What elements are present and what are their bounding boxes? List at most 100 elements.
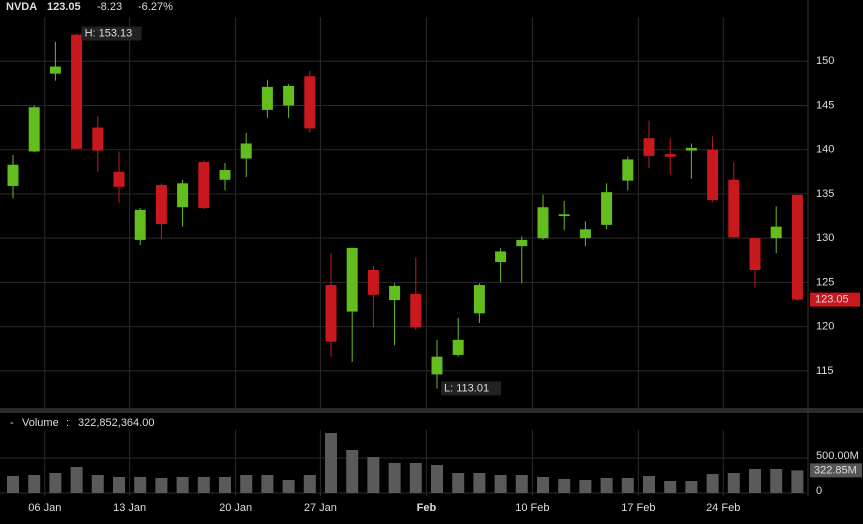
volume-bar (197, 476, 210, 493)
volume-bar (515, 475, 528, 493)
candle-body (134, 209, 146, 240)
candle-body (622, 159, 634, 181)
volume-bar (600, 478, 613, 493)
volume-bar (346, 449, 359, 493)
volume-bar (113, 476, 125, 493)
candle-body (219, 170, 231, 180)
candle-body (410, 293, 422, 328)
volume-bar (770, 468, 783, 493)
x-tick-label: 13 Jan (113, 502, 146, 514)
v-tick-label: 0 (816, 485, 822, 497)
candle-body (177, 183, 189, 208)
candle-body (579, 229, 591, 239)
volume-bar (664, 481, 677, 493)
v-tick-label: 500.00M (816, 450, 859, 462)
volume-bar (325, 432, 337, 493)
low-tag: L: 113.01 (444, 382, 489, 394)
candle-body (304, 76, 316, 129)
candle-body (601, 192, 613, 225)
volume-bar (91, 475, 104, 493)
candle-body (452, 339, 464, 355)
volume-bar (558, 478, 571, 493)
volume-dash: - (10, 417, 14, 429)
candle-body (685, 147, 697, 151)
candle-body (71, 34, 83, 149)
x-tick-label: 24 Feb (706, 502, 740, 514)
high-tag: H: 153.13 (85, 27, 133, 39)
volume-bar (261, 475, 274, 493)
candle-body (155, 185, 167, 224)
candle-body (283, 86, 295, 106)
y-tick-label: 125 (816, 276, 834, 288)
volume-bar (473, 472, 486, 493)
volume-bar (537, 476, 549, 493)
y-tick-label: 115 (816, 365, 834, 377)
volume-bar (219, 476, 231, 493)
volume-bar (240, 475, 253, 493)
volume-bar (727, 472, 740, 493)
change: -8.23 (97, 1, 122, 13)
candle-body (7, 164, 19, 186)
candle-body (558, 214, 570, 217)
last-tag-bg (810, 292, 860, 307)
candle-body (707, 149, 719, 201)
x-tick-label: 10 Feb (515, 502, 549, 514)
y-tick-label: 135 (816, 188, 834, 200)
candle-body (728, 179, 740, 238)
x-tick-label: Feb (417, 502, 437, 514)
candle-body (113, 171, 125, 187)
y-tick-label: 130 (816, 232, 834, 244)
x-tick-label: 06 Jan (28, 502, 61, 514)
volume-bar (303, 475, 316, 493)
candle-body (473, 285, 485, 314)
y-tick-label: 120 (816, 321, 834, 333)
volume-bar (791, 470, 804, 493)
candle-body (28, 107, 40, 152)
last-tag: 123.05 (815, 294, 849, 306)
volume-bar (7, 475, 19, 493)
volume-tag-bg (810, 463, 862, 478)
high-tag-bg (81, 26, 142, 41)
panel-separator (0, 408, 863, 413)
symbol: NVDA (6, 1, 37, 13)
candle-body (664, 154, 676, 157)
candle-body (367, 270, 379, 295)
volume-tag: 322.85M (814, 464, 857, 476)
candle-body (643, 138, 655, 156)
change-pct: -6.27% (138, 1, 173, 13)
candle-body (770, 226, 782, 239)
volume-bar (621, 478, 634, 493)
candle-body (791, 194, 803, 300)
candle-body (240, 143, 252, 159)
y-tick-label: 150 (816, 55, 834, 67)
volume-bar (494, 475, 507, 493)
low-tag-bg (441, 381, 501, 396)
volume-bar (367, 457, 380, 493)
volume-bar (282, 479, 295, 493)
candle-body (198, 162, 210, 209)
last-price: 123.05 (47, 1, 81, 13)
volume-bar (452, 472, 465, 493)
volume-bar (388, 462, 401, 493)
volume-bar (685, 481, 698, 493)
volume-bar (706, 474, 719, 493)
y-tick-label: 145 (816, 99, 834, 111)
volume-text: 322,852,364.00 (78, 417, 154, 429)
candle-body (92, 127, 104, 151)
x-tick-label: 20 Jan (219, 502, 252, 514)
candle-body (495, 251, 507, 263)
x-tick-label: 17 Feb (621, 502, 655, 514)
volume-bar (28, 475, 41, 493)
candle-body (49, 66, 61, 74)
volume-bar (176, 476, 189, 493)
candle-body (325, 285, 337, 342)
candle-body (389, 285, 401, 301)
volume-bar (749, 468, 761, 493)
volume-bar (155, 478, 168, 493)
volume-bar (643, 475, 655, 493)
volume-bar (70, 467, 83, 493)
volume-colon: : (66, 417, 69, 429)
volume-bar (431, 464, 443, 493)
x-tick-label: 27 Jan (304, 502, 337, 514)
